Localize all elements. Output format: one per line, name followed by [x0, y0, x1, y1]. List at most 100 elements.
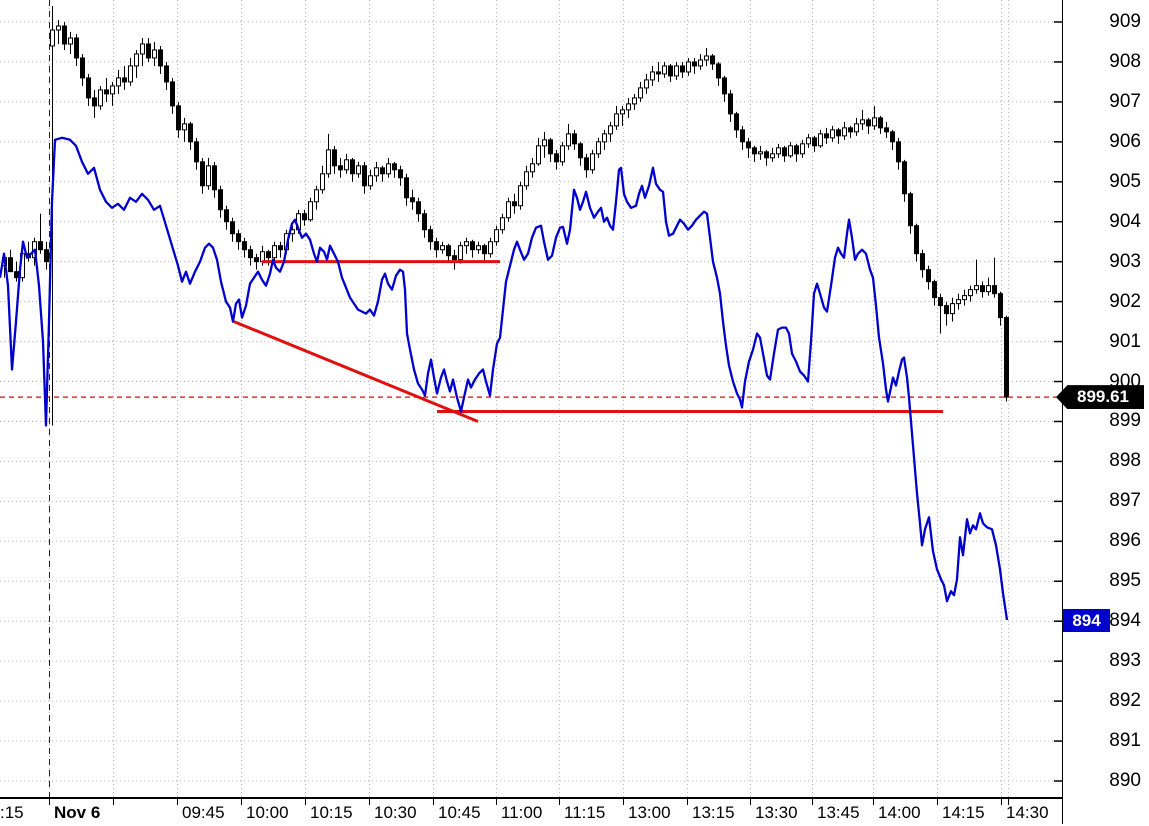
candle-up [602, 133, 607, 143]
candle-up [626, 103, 631, 111]
candle-down [224, 209, 229, 223]
x-axis-label: 13:00 [628, 803, 671, 822]
y-axis-label: 897 [1109, 490, 1141, 512]
y-axis-label: 891 [1109, 730, 1141, 752]
candle-down [746, 141, 751, 149]
candle-down [1004, 317, 1009, 398]
candle-down [896, 141, 901, 163]
candle-down [998, 293, 1003, 319]
candle-up [500, 217, 505, 231]
candle-down [362, 165, 367, 187]
plot-area[interactable] [0, 0, 1062, 797]
y-axis-label: 899 [1109, 410, 1141, 432]
candle-up [320, 173, 325, 191]
price-axis-line [1062, 0, 1063, 824]
x-tick [750, 799, 751, 805]
candle-down [8, 257, 13, 273]
candle-up [758, 151, 763, 155]
candle-down [794, 145, 799, 155]
candle-up [524, 171, 529, 187]
candle-up [632, 97, 637, 105]
candle-down [980, 285, 985, 293]
x-axis-label: 13:45 [817, 803, 860, 822]
candle-up [596, 141, 601, 155]
x-tick [496, 799, 497, 805]
x-tick [937, 799, 938, 805]
x-axis-label: 10:45 [438, 803, 481, 822]
candle-down [722, 77, 727, 95]
x-tick [1008, 799, 1009, 805]
candle-up [368, 175, 373, 187]
candle-up [56, 25, 61, 31]
candle-down [764, 151, 769, 159]
candle-up [662, 65, 667, 75]
candle-up [458, 245, 463, 261]
candle-up [98, 89, 103, 107]
y-axis-label: 893 [1109, 650, 1141, 672]
candle-down [512, 201, 517, 207]
candle-up [974, 285, 979, 291]
candle-up [314, 189, 319, 203]
candle-up [152, 49, 157, 59]
candle-down [938, 297, 943, 307]
candle-up [842, 127, 847, 137]
candle-down [338, 165, 343, 171]
candle-down [146, 43, 151, 59]
candle-up [950, 303, 955, 315]
candle-down [62, 25, 67, 45]
y-axis-label: 907 [1109, 90, 1141, 112]
candle-down [44, 249, 49, 263]
candle-up [956, 299, 961, 305]
candle-up [134, 53, 139, 67]
candle-down [212, 165, 217, 191]
candle-up [650, 71, 655, 81]
candle-down [278, 245, 283, 251]
candle-down [104, 89, 109, 95]
y-axis-label: 902 [1109, 290, 1141, 312]
candle-down [80, 57, 85, 79]
candle-up [110, 85, 115, 95]
x-tick [433, 799, 434, 805]
candle-down [242, 241, 247, 251]
candle-down [902, 161, 907, 195]
x-axis-label: 11:00 [501, 803, 543, 822]
y-axis-label: 906 [1109, 130, 1141, 152]
last-price-tag: 899.61 [1056, 385, 1144, 410]
candle-down [824, 133, 829, 139]
x-axis-label: 11:15 [564, 803, 606, 822]
candle-up [830, 129, 835, 139]
blue-indicator-line [0, 136, 1009, 621]
candle-up [608, 125, 613, 135]
x-axis-label: 13:15 [692, 803, 735, 822]
candle-up [494, 229, 499, 243]
x-tick [559, 799, 560, 805]
candle-up [326, 149, 331, 175]
candle-up [776, 147, 781, 155]
candle-down [422, 213, 427, 231]
candle-down [14, 271, 19, 279]
candle-down [38, 241, 43, 251]
candle-up [698, 59, 703, 67]
candle-up [800, 143, 805, 155]
candle-down [908, 193, 913, 227]
candle-down [878, 117, 883, 129]
candle-down [668, 65, 673, 77]
candle-up [308, 201, 313, 221]
candle-down [710, 55, 715, 65]
candle-down [884, 127, 889, 133]
candle-down [230, 221, 235, 235]
y-axis-label: 894 [1109, 610, 1141, 632]
candle-down [194, 141, 199, 163]
candle-down [716, 63, 721, 79]
candle-down [332, 149, 337, 167]
candle-down [188, 123, 193, 143]
candle-up [644, 79, 649, 89]
candle-down [416, 201, 421, 215]
candle-up [128, 65, 133, 83]
y-axis-label: 896 [1109, 530, 1141, 552]
candle-up [686, 61, 691, 73]
candle-up [590, 153, 595, 171]
candle-down [584, 157, 589, 171]
candle-up [566, 133, 571, 147]
x-axis-label: 14:15 [942, 803, 985, 822]
